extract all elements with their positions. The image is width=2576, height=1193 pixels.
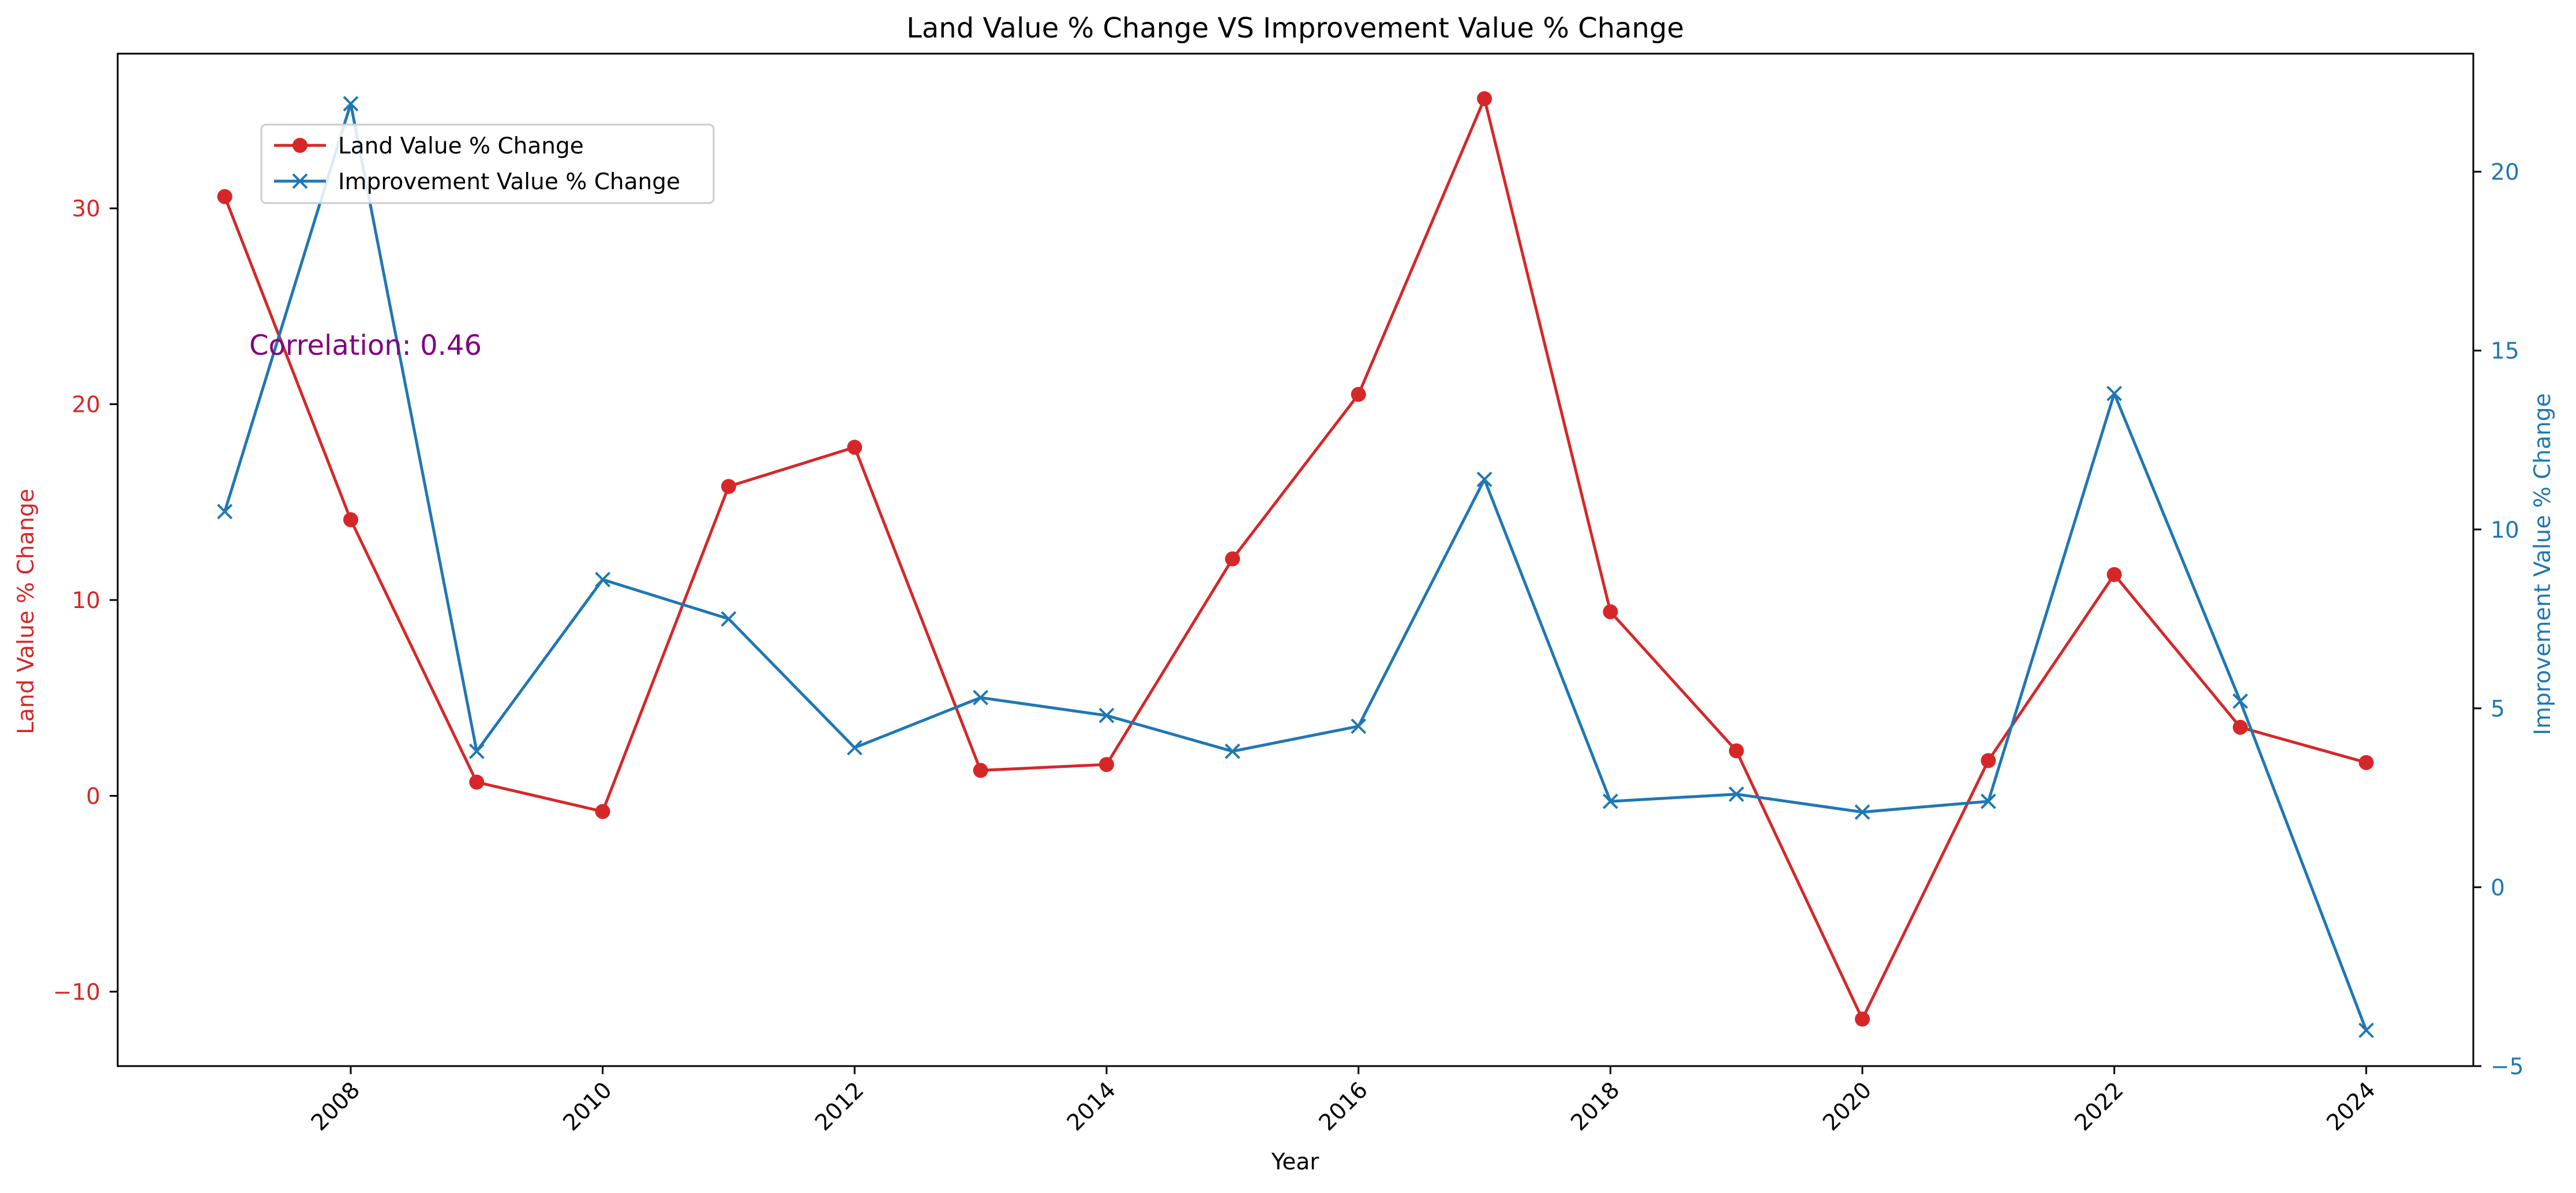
right-y-tick-label: −5 <box>2491 1054 2524 1080</box>
legend-label-improvement-value: Improvement Value % Change <box>338 169 680 195</box>
data-point-improvement-value <box>2358 1022 2374 1038</box>
data-point-land-value <box>1351 387 1366 402</box>
left-y-tick-label: 20 <box>72 392 100 418</box>
plot-frame <box>117 52 2474 1067</box>
annotation-correlation: Correlation: 0.46 <box>249 329 482 362</box>
legend-label-land-value: Land Value % Change <box>338 133 584 159</box>
series-line-improvement-value <box>223 102 2368 1031</box>
right-y-axis-label: Improvement Value % Change <box>2530 393 2556 735</box>
right-y-tick-label: 10 <box>2491 517 2519 543</box>
left-y-tick-label: −10 <box>53 980 100 1006</box>
data-point-land-value <box>1225 551 1240 567</box>
data-point-improvement-value <box>721 611 737 627</box>
data-point-improvement-value <box>1728 786 1745 802</box>
data-point-improvement-value <box>846 740 863 756</box>
right-y-tick-label: 20 <box>2491 160 2519 186</box>
chart-title: Land Value % Change VS Improvement Value… <box>906 12 1684 44</box>
series-layer <box>217 91 2374 1038</box>
data-point-land-value <box>343 512 358 527</box>
data-point-land-value <box>1728 743 1744 759</box>
data-point-land-value <box>2358 755 2374 770</box>
data-point-land-value <box>2233 719 2248 735</box>
data-point-land-value <box>721 479 736 494</box>
right-y-tick-label: 0 <box>2491 875 2505 901</box>
data-point-land-value <box>1855 1011 1870 1027</box>
left-y-tick-label: 30 <box>72 196 100 222</box>
data-point-land-value <box>1477 91 1493 107</box>
data-point-land-value <box>1098 757 1114 772</box>
data-point-improvement-value <box>468 743 485 759</box>
data-point-land-value <box>1603 604 1618 620</box>
left-y-axis-label: Land Value % Change <box>13 489 39 734</box>
data-point-improvement-value <box>1351 718 1367 734</box>
data-point-improvement-value <box>1602 793 1618 809</box>
data-point-land-value <box>2106 567 2122 582</box>
data-point-improvement-value <box>2106 385 2123 402</box>
data-point-land-value <box>847 440 863 455</box>
data-point-improvement-value <box>1980 793 1996 809</box>
data-point-improvement-value <box>1224 743 1240 759</box>
data-point-improvement-value <box>217 504 233 520</box>
legend-marker-land-value <box>293 138 308 153</box>
data-point-improvement-value <box>343 96 359 112</box>
right-y-axis: −5 0 5 10 15 20 <box>2473 160 2524 1080</box>
legend-box <box>260 123 715 204</box>
data-point-land-value <box>973 763 988 778</box>
legend: Land Value % Change Improvement Value % C… <box>260 123 715 204</box>
data-point-land-value <box>217 189 233 204</box>
left-y-tick-label: 0 <box>86 784 100 810</box>
left-y-tick-label: 10 <box>72 588 100 614</box>
data-point-improvement-value <box>1476 471 1493 487</box>
left-y-axis: −10 0 10 20 30 <box>53 196 118 1006</box>
legend-marker-improvement-value <box>292 173 308 189</box>
data-point-improvement-value <box>595 572 611 588</box>
right-y-tick-label: 15 <box>2491 339 2519 365</box>
data-point-improvement-value <box>1098 707 1115 723</box>
data-point-land-value <box>469 774 485 790</box>
x-axis-label: Year <box>1271 1149 1320 1175</box>
data-point-improvement-value <box>973 689 989 706</box>
data-point-land-value <box>595 804 610 819</box>
data-point-improvement-value <box>1854 804 1870 820</box>
right-y-tick-label: 5 <box>2491 696 2505 722</box>
data-point-land-value <box>1981 753 1996 768</box>
data-point-improvement-value <box>2232 693 2248 709</box>
